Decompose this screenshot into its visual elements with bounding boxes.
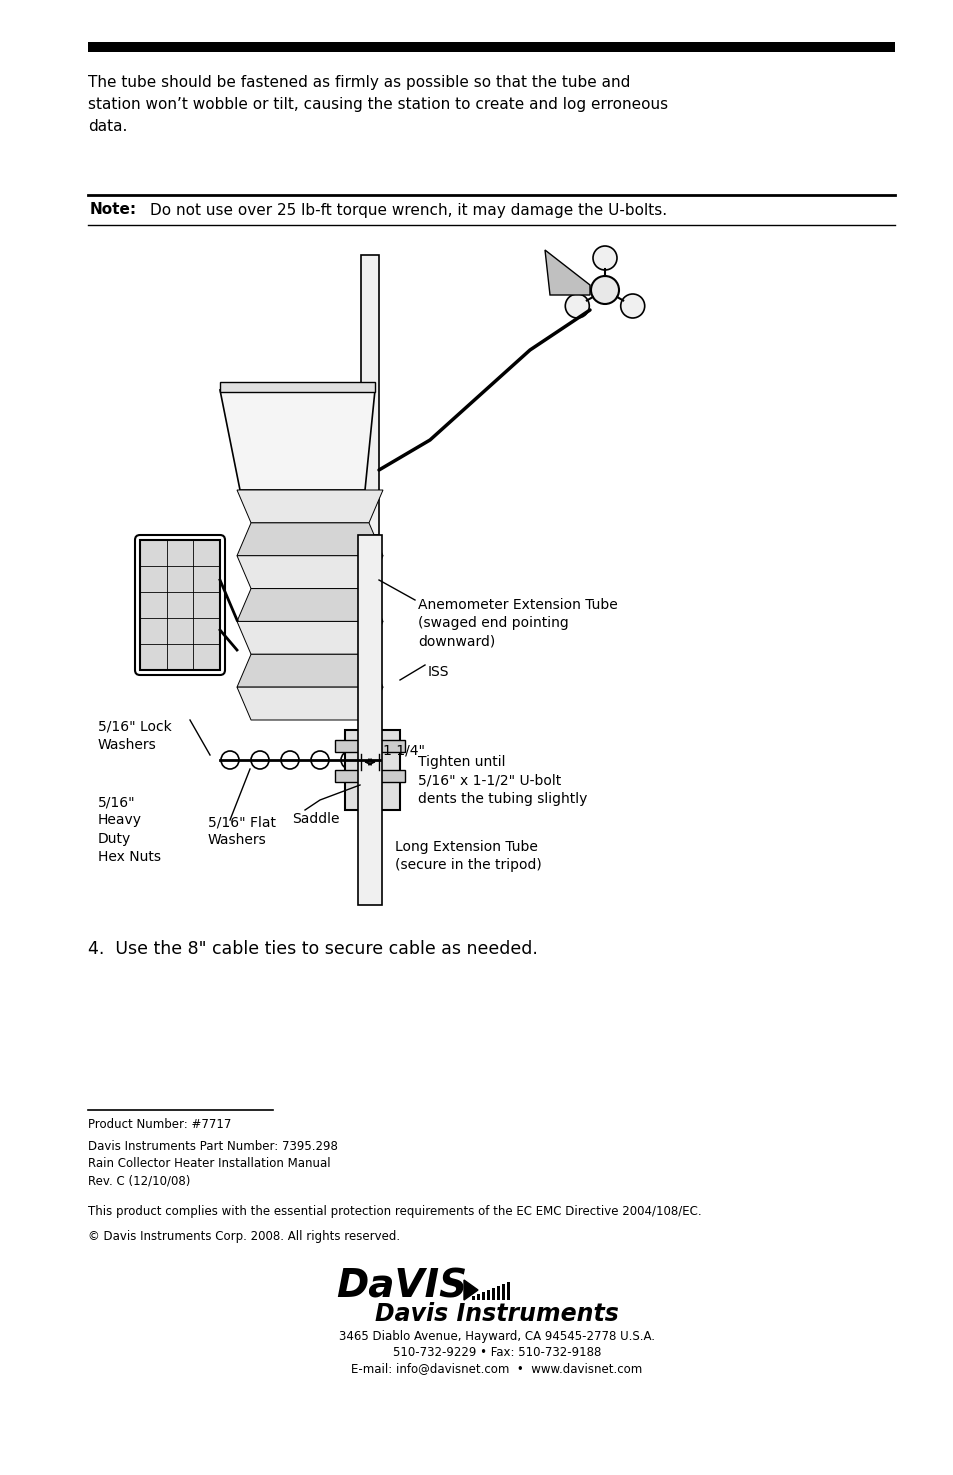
Polygon shape <box>463 1280 477 1299</box>
Polygon shape <box>236 490 382 522</box>
Bar <box>335 770 405 782</box>
Bar <box>360 255 378 535</box>
Text: Davis Instruments Part Number: 7395.298: Davis Instruments Part Number: 7395.298 <box>88 1140 337 1153</box>
Bar <box>140 540 220 670</box>
Text: Rev. C (12/10/08): Rev. C (12/10/08) <box>88 1174 191 1187</box>
Circle shape <box>221 751 239 768</box>
Polygon shape <box>220 389 375 490</box>
Text: Product Number: #7717: Product Number: #7717 <box>88 1118 232 1131</box>
Polygon shape <box>236 655 382 687</box>
Text: ISS: ISS <box>428 665 449 678</box>
Bar <box>345 730 399 810</box>
Text: Long Extension Tube
(secure in the tripod): Long Extension Tube (secure in the tripo… <box>395 839 541 872</box>
Bar <box>486 1291 490 1299</box>
Bar <box>501 1285 504 1299</box>
Circle shape <box>593 246 617 270</box>
Polygon shape <box>236 687 382 720</box>
Text: 4.  Use the 8" cable ties to secure cable as needed.: 4. Use the 8" cable ties to secure cable… <box>88 940 537 957</box>
Circle shape <box>281 751 298 768</box>
Polygon shape <box>236 522 382 556</box>
Text: This product complies with the essential protection requirements of the EC EMC D: This product complies with the essential… <box>88 1205 700 1218</box>
Text: Do not use over 25 lb-ft torque wrench, it may damage the U-bolts.: Do not use over 25 lb-ft torque wrench, … <box>150 202 666 217</box>
Bar <box>88 41 894 52</box>
Bar <box>335 740 405 752</box>
Text: © Davis Instruments Corp. 2008. All rights reserved.: © Davis Instruments Corp. 2008. All righ… <box>88 1230 399 1243</box>
Circle shape <box>311 751 329 768</box>
Polygon shape <box>236 556 382 589</box>
Bar <box>506 1282 510 1299</box>
Text: 510-732-9229 • Fax: 510-732-9188: 510-732-9229 • Fax: 510-732-9188 <box>393 1347 600 1358</box>
Text: Saddle: Saddle <box>292 813 339 826</box>
Text: 5/16" Lock
Washers: 5/16" Lock Washers <box>98 720 172 752</box>
Circle shape <box>620 294 644 319</box>
Text: 3465 Diablo Avenue, Hayward, CA 94545-2778 U.S.A.: 3465 Diablo Avenue, Hayward, CA 94545-27… <box>338 1330 655 1344</box>
FancyBboxPatch shape <box>220 382 375 392</box>
Text: Anemometer Extension Tube
(swaged end pointing
downward): Anemometer Extension Tube (swaged end po… <box>417 597 618 649</box>
Circle shape <box>590 276 618 304</box>
Circle shape <box>565 294 589 319</box>
Polygon shape <box>544 249 589 295</box>
Text: Rain Collector Heater Installation Manual: Rain Collector Heater Installation Manua… <box>88 1156 331 1170</box>
Text: Note:: Note: <box>90 202 137 217</box>
Bar <box>476 1294 479 1299</box>
Text: Tighten until
5/16" x 1-1/2" U-bolt
dents the tubing slightly: Tighten until 5/16" x 1-1/2" U-bolt dent… <box>417 755 587 805</box>
Bar <box>497 1286 499 1299</box>
Circle shape <box>251 751 269 768</box>
Bar <box>481 1292 484 1299</box>
Text: Davis Instruments: Davis Instruments <box>375 1302 618 1326</box>
Bar <box>472 1297 475 1299</box>
Text: The tube should be fastened as firmly as possible so that the tube and
station w: The tube should be fastened as firmly as… <box>88 75 667 134</box>
Text: 1 1/4": 1 1/4" <box>382 743 424 757</box>
Polygon shape <box>236 621 382 655</box>
Text: 5/16" Flat
Washers: 5/16" Flat Washers <box>208 816 275 848</box>
Text: DaVIS: DaVIS <box>335 1268 467 1305</box>
Bar <box>492 1288 495 1299</box>
Bar <box>357 535 381 906</box>
Text: 5/16"
Heavy
Duty
Hex Nuts: 5/16" Heavy Duty Hex Nuts <box>98 795 161 864</box>
Polygon shape <box>236 589 382 621</box>
Circle shape <box>340 751 358 768</box>
Text: E-mail: info@davisnet.com  •  www.davisnet.com: E-mail: info@davisnet.com • www.davisnet… <box>351 1361 642 1375</box>
